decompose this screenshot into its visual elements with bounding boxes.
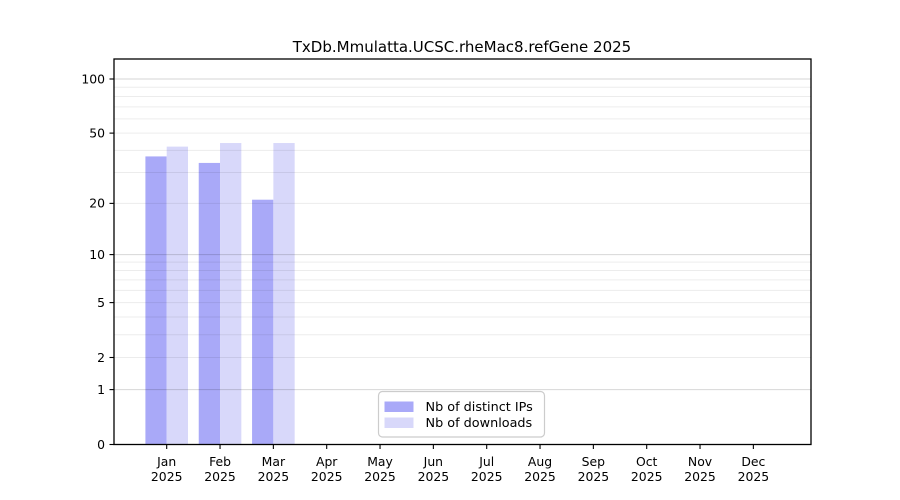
bar-feb-downloads (220, 143, 242, 445)
x-tick-label-jan: Jan 2025 (151, 454, 183, 484)
y-tick-label: 1 (97, 382, 105, 397)
bar-jan-distinct-ips (145, 156, 167, 445)
y-tick-label: 2 (97, 350, 105, 365)
y-tick-label: 5 (97, 295, 105, 310)
x-tick-label-sep: Sep 2025 (578, 454, 610, 484)
bar-mar-distinct-ips (252, 199, 274, 445)
y-tick-label: 50 (89, 125, 105, 140)
x-tick-label-apr: Apr 2025 (311, 454, 343, 484)
bar-feb-distinct-ips (198, 162, 221, 445)
x-tick-label-aug: Aug 2025 (524, 454, 556, 484)
x-tick-label-dec: Dec 2025 (738, 454, 770, 484)
x-tick-label-may: May 2025 (364, 454, 396, 484)
legend-swatch-downloads (384, 417, 414, 428)
gridlines-layer (114, 78, 811, 391)
legend-entry-distinct-ips: Nb of distinct IPs (426, 400, 534, 415)
legend-entry-downloads: Nb of downloads (426, 416, 533, 431)
axes-layer: 0 1 2 5 10 20 50 100 Jan 2025 Feb 2025 Mar 2025 Apr 202… (81, 58, 812, 484)
y-tick-label: 0 (97, 437, 105, 452)
x-tick-label-feb: Feb 2025 (204, 454, 236, 484)
x-tick-label-oct: Oct 2025 (631, 454, 663, 484)
bar-jan-downloads (166, 146, 188, 445)
x-tick-label-jun: Jun 2025 (418, 454, 450, 484)
y-tick-label: 100 (81, 71, 105, 86)
x-tick-label-nov: Nov 2025 (684, 454, 716, 484)
legend-swatch-distinct-ips (384, 401, 414, 412)
x-tick-label-jul: Jul 2025 (471, 454, 503, 484)
bar-mar-downloads (273, 143, 295, 445)
plot-border (113, 58, 812, 446)
bars-layer (145, 143, 295, 445)
chart-title: TxDb.Mmulatta.UCSC.rheMac8.refGene 2025 (292, 38, 631, 56)
y-tick-label: 20 (89, 196, 105, 211)
y-tick-label: 10 (89, 247, 105, 262)
x-tick-label-mar: Mar 2025 (258, 454, 290, 484)
legend-box (377, 390, 546, 438)
